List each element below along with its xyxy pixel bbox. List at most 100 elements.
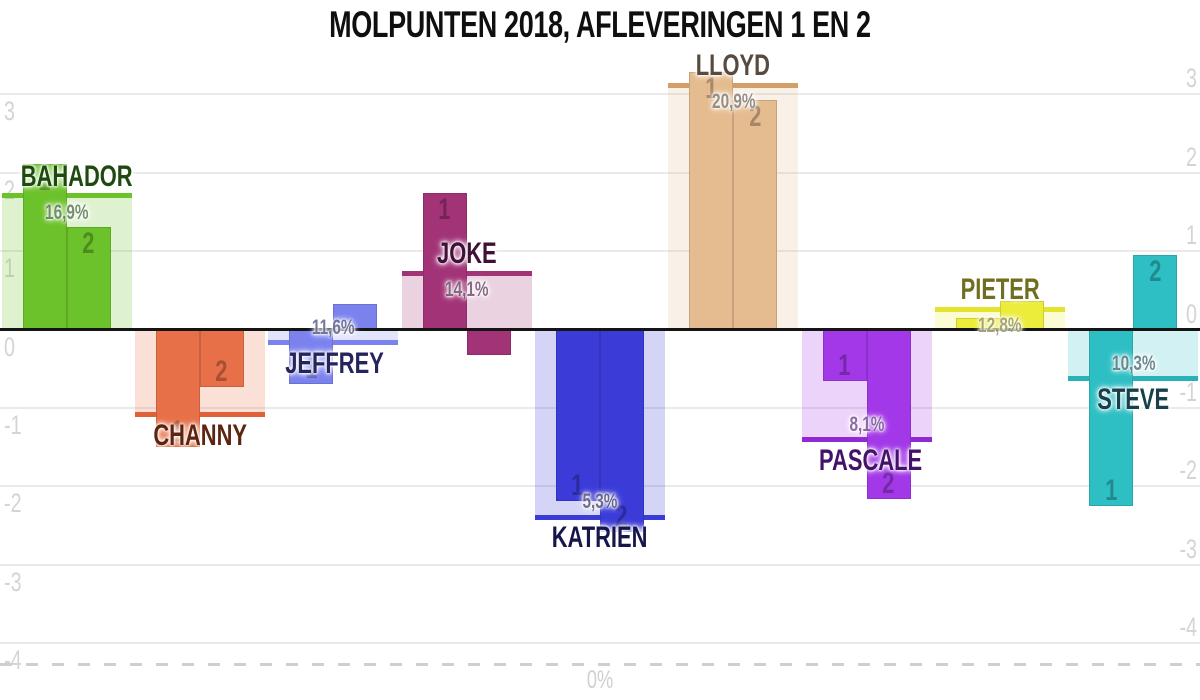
y-axis-label-text: 0 [4,331,15,362]
y-axis-label-left--3: -3 [4,568,28,596]
episode-number-label: 2 [200,356,244,387]
y-axis-label-left--4: -4 [4,646,28,674]
y-axis-label-text: -2 [4,488,22,519]
y-axis-label-text: 1 [4,253,15,284]
percent-label-katrien: 5,3% [533,491,666,512]
percent-bar-edge-jeffrey [268,340,399,346]
episode-1-bar-channy [155,329,200,448]
person-name-label-katrien: KATRIEN [533,523,666,553]
episode-1-bar-jeffrey [289,329,334,385]
y-axis-label-text: 3 [1186,63,1197,94]
episode-1-bar-lloyd [689,72,734,330]
percent-label-steve: 10,3% [1067,353,1200,374]
person-name-label-pascale: PASCALE [800,443,933,477]
percent-label-text: 14,1% [444,278,489,302]
percent-bar-edge-steve [1068,376,1199,382]
episode-number-text: 1 [838,349,851,383]
person-name-text: PIETER [960,273,1040,307]
episode-1-bar-steve [1089,329,1134,506]
y-axis-label-text: -2 [1179,455,1197,486]
percent-label-text: 5,3% [582,490,618,514]
episode-2-bar-katrien [599,329,644,532]
person-name-text: STEVE [1097,382,1170,416]
y-axis-label-text: 1 [1186,220,1197,251]
y-axis-label-left-0: 0 [4,333,19,361]
person-name-text: PASCALE [819,443,923,477]
episode-number-text: 1 [571,469,584,503]
y-axis-label-text: -4 [4,645,22,676]
zero-percent-text: 0% [586,666,614,694]
person-name-text: JEFFREY [284,346,384,380]
episode-2-bar-steve [1133,254,1178,330]
episode-2-bar-channy [199,329,244,387]
episode-number-label: 1 [689,73,733,104]
y-axis-label-left--1: -1 [4,411,28,439]
y-axis-label-text: 0 [1186,298,1197,329]
y-axis-label-right--1: -1 [0,378,1197,406]
percent-bar-edge-lloyd [668,82,799,88]
episode-number-label: 2 [67,228,111,259]
episode-number-label: 1 [556,470,600,501]
episode-1-bar-bahador [22,163,67,330]
zero-percent-dashed-line [0,662,1200,666]
y-axis-label-text: -1 [4,409,22,440]
person-name-label-joke: JOKE [400,237,533,271]
percent-bar-edge-bahador [1,193,132,199]
episode-number-label: 2 [600,501,644,532]
y-axis-label-right-2: 2 [0,143,1197,171]
percent-label-text: 11,6% [312,315,355,339]
y-axis-label-left-3: 3 [4,97,19,125]
episode-2-bar-lloyd [733,99,778,330]
episode-number-label: 1 [289,353,333,384]
episode-number-text: 2 [1149,254,1162,288]
percent-label-text: 8,1% [849,412,885,436]
person-name-label-lloyd: LLOYD [667,49,800,83]
episode-1-bar-pascale [822,329,867,382]
person-name-text: JOKE [436,237,497,271]
y-axis-label-left-1: 1 [4,254,19,282]
gridline-2 [0,171,1200,174]
y-axis-label-right--3: -3 [0,535,1197,563]
y-axis-label-text: 2 [1186,141,1197,172]
episode-number-text: 2 [615,499,628,533]
episode-number-label: 1 [1089,475,1133,506]
y-axis-label-right-0: 0 [0,300,1197,328]
percent-label-lloyd: 20,9% [667,91,800,112]
episode-number-text: 1 [38,163,51,197]
episode-1-bar-katrien [555,329,600,502]
y-axis-label-text: -1 [1179,376,1197,407]
y-axis-label-text: -3 [1179,533,1197,564]
episode-number-label: 1 [156,416,200,447]
person-name-text: CHANNY [153,418,247,452]
percent-label-text: 10,3% [1111,351,1156,375]
episode-number-text: 2 [215,354,228,388]
episode-2-bar-jeffrey [333,304,378,330]
episode-number-label: 1 [823,350,867,381]
percent-label-text: 12,8% [978,314,1022,338]
episode-number-text: 1 [705,72,718,106]
episode-2-bar-pascale [866,329,911,499]
gridline-3 [0,93,1200,96]
chart-title: MOLPUNTEN 2018, AFLEVERINGEN 1 EN 2 [0,6,1200,44]
episode-number-text: 1 [438,192,451,226]
person-name-label-pieter: PIETER [933,273,1066,307]
percent-label-pieter: 12,8% [933,315,1066,336]
zero-percent-label: 0% [0,668,1200,693]
episode-2-bar-joke [466,329,511,355]
person-name-label-jeffrey: JEFFREY [267,346,400,380]
zero-axis-line [0,328,1200,331]
percent-bar-edge-channy [134,412,266,418]
episode-number-text: 2 [82,226,95,260]
y-axis-label-left-2: 2 [4,176,19,204]
percent-label-text: 20,9% [711,90,756,114]
episode-1-bar-pieter [955,317,1000,330]
person-name-text: LLOYD [696,49,771,83]
y-axis-label-text: 2 [4,174,15,205]
episode-number-label: 2 [1133,256,1177,287]
y-axis-label-left--2: -2 [4,489,28,517]
y-axis-label-text: -3 [4,566,22,597]
chart-title-text: MOLPUNTEN 2018, AFLEVERINGEN 1 EN 2 [329,4,871,45]
y-axis-label-text: 3 [4,96,15,127]
episode-number-text: 2 [882,466,895,500]
